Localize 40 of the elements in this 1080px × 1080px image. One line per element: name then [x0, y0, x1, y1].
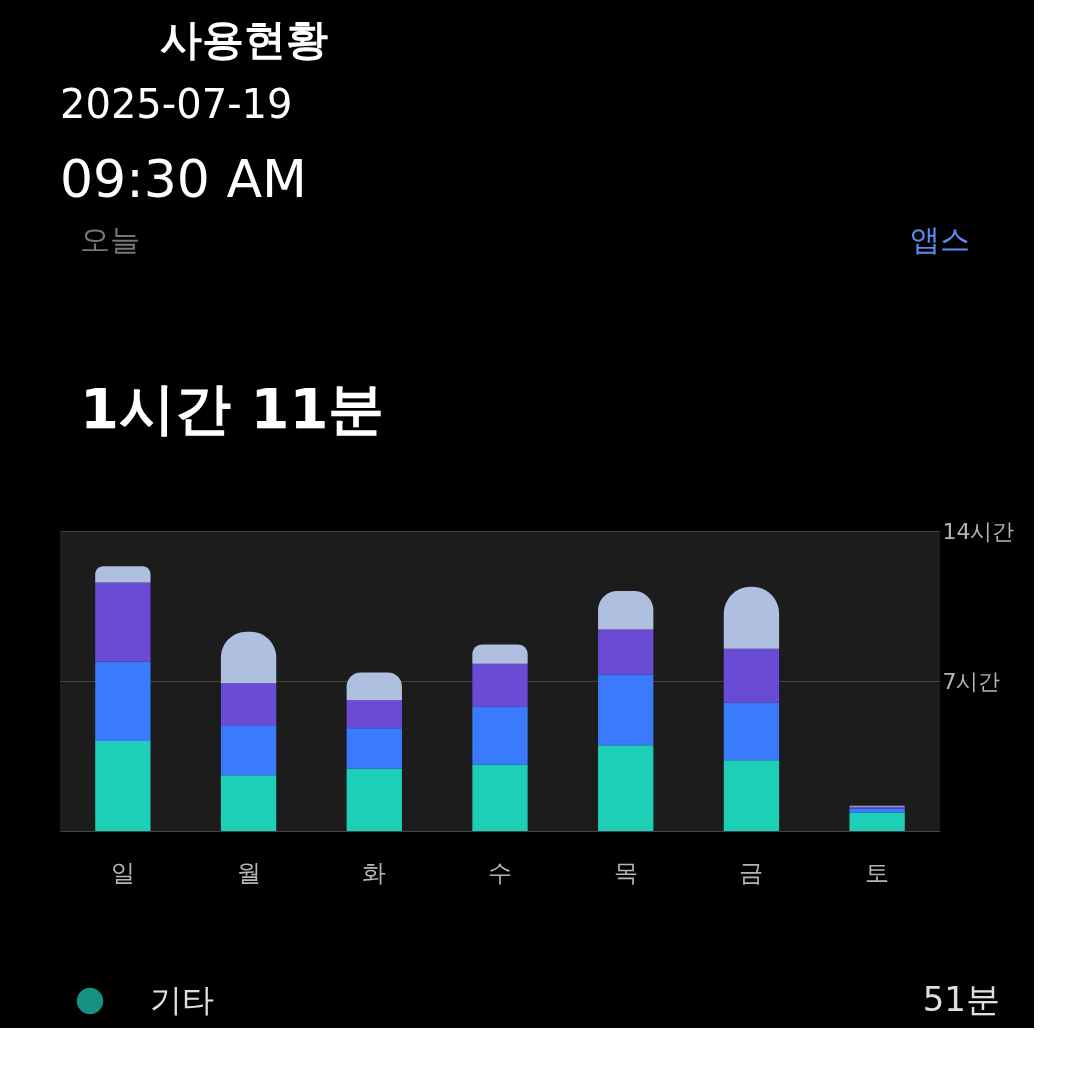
bar — [598, 674, 654, 746]
bar — [95, 566, 151, 583]
text: 앱스 — [910, 222, 970, 257]
x-tick-label: 일 — [110, 858, 135, 887]
bar — [472, 644, 528, 664]
y-tick-label: 14시간 — [942, 518, 1015, 544]
bar — [346, 700, 402, 729]
bar — [849, 812, 905, 831]
y-tick-label: 7시간 — [942, 668, 1001, 694]
chart-subtitle: 1시간 11분 — [80, 376, 385, 441]
bar — [598, 629, 654, 675]
bar — [220, 726, 277, 776]
bar — [95, 582, 151, 662]
text: 오늘 — [80, 222, 140, 257]
bar — [346, 768, 402, 831]
x-tick-label: 금 — [739, 858, 764, 887]
x-tick-label: 월 — [236, 858, 261, 887]
x-tick-label: 화 — [362, 858, 387, 887]
text: 2025-07-19 — [60, 81, 293, 127]
bar — [723, 760, 780, 831]
bar — [95, 741, 151, 831]
x-tick-label: 목 — [613, 858, 638, 887]
bar — [472, 706, 528, 765]
bar — [346, 672, 402, 701]
bar — [723, 648, 780, 703]
bar — [220, 775, 277, 831]
legend-label: 기타 — [150, 981, 214, 1019]
text: 51분 — [922, 979, 1000, 1019]
bar — [220, 683, 277, 726]
bar — [849, 808, 905, 813]
text: 09:30 AM — [60, 149, 307, 209]
bar — [723, 702, 780, 761]
bar — [346, 728, 402, 769]
chart-title: 사용현황 — [160, 15, 328, 64]
x-tick-label: 수 — [488, 858, 512, 887]
bar — [472, 764, 528, 831]
x-tick-label: 토 — [865, 858, 890, 887]
bar — [95, 661, 151, 741]
bar — [472, 663, 528, 707]
bar — [598, 745, 654, 831]
